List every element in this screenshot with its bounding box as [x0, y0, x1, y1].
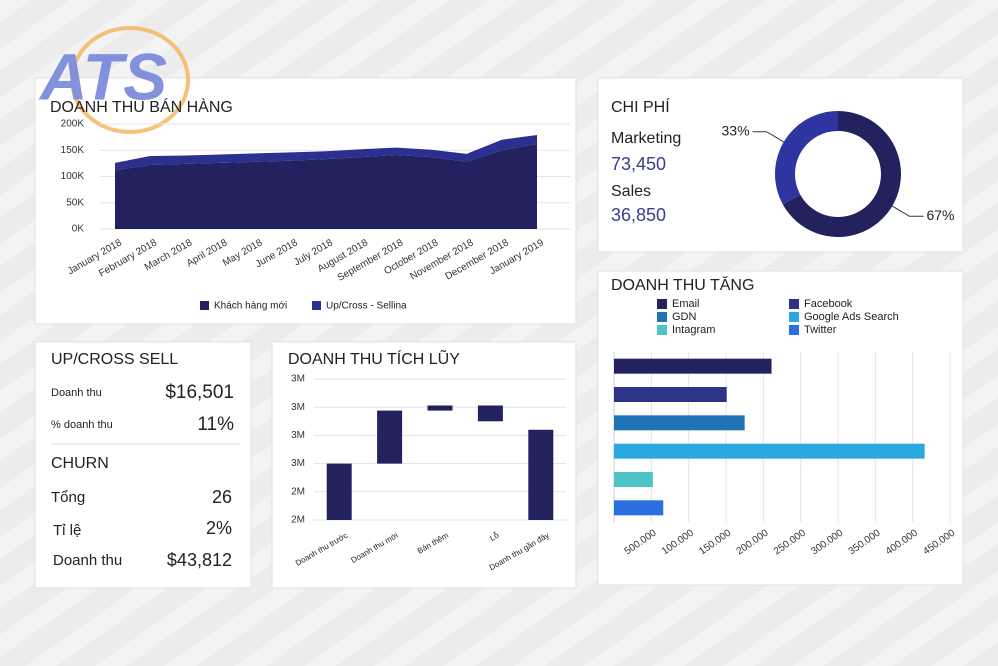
metric-value: 2% — [206, 518, 232, 538]
y-tick-label: 0K — [72, 224, 85, 235]
y-tick-label: 3M — [291, 374, 305, 385]
metric-value: 26 — [212, 487, 232, 507]
metric-label: Tổng — [51, 489, 85, 506]
waterfall-bar — [477, 405, 503, 422]
legend-label: Facebook — [804, 298, 853, 310]
cost-amount: 73,450 — [611, 154, 666, 174]
legend-swatch — [789, 325, 799, 335]
y-tick-label: 3M — [291, 430, 305, 441]
legend-swatch — [312, 301, 321, 310]
legend-swatch — [789, 312, 799, 322]
panel-title: DOANH THU TĂNG — [611, 275, 754, 294]
area — [115, 143, 537, 229]
metric-value: 11% — [197, 414, 234, 435]
leader-line — [891, 205, 924, 217]
cost-label: Sales — [611, 183, 651, 200]
logo-arc — [70, 26, 190, 134]
legend-swatch — [657, 325, 667, 335]
legend-label: Khách hàng mới — [214, 301, 287, 312]
y-tick-label: 2M — [291, 486, 305, 497]
bar — [614, 443, 925, 459]
legend-swatch — [200, 301, 209, 310]
waterfall-bar — [326, 463, 352, 520]
section-title: CHURN — [51, 455, 109, 472]
cost-label: Marketing — [611, 130, 681, 147]
section-title: UP/CROSS SELL — [51, 351, 178, 368]
bar — [614, 387, 727, 402]
panel-title: DOANH THU TÍCH LŨY — [288, 348, 460, 368]
metric-label: % doanh thu — [51, 419, 113, 431]
metric-label: Doanh thu — [51, 387, 102, 399]
cumulative-panel — [271, 341, 577, 589]
y-tick-label: 50K — [66, 197, 84, 208]
panel-title: CHI PHÍ — [611, 97, 670, 116]
metric-label: Doanh thu — [53, 552, 122, 569]
area — [115, 135, 537, 171]
y-tick-label: 200K — [61, 119, 85, 130]
pie-label: 33% — [722, 122, 750, 138]
cost-amount: 36,850 — [611, 205, 666, 225]
bar — [614, 500, 664, 516]
y-tick-label: 150K — [61, 145, 85, 156]
y-tick-label: 100K — [61, 171, 85, 182]
panel-title: DOANH THU BÁN HÀNG — [50, 97, 233, 116]
metric-value: $43,812 — [167, 550, 232, 570]
logo: ATS — [38, 26, 190, 134]
legend-label: Up/Cross - Sellina — [326, 301, 407, 312]
pie-slice — [775, 111, 838, 205]
legend-swatch — [657, 312, 667, 322]
legend-swatch — [657, 299, 667, 309]
legend-swatch — [789, 299, 799, 309]
leader-line — [752, 131, 785, 143]
waterfall-bar — [427, 405, 453, 411]
y-tick-label: 3M — [291, 402, 305, 413]
metric-label: Tỉ lệ — [53, 522, 81, 539]
legend-label: Twitter — [804, 324, 837, 336]
pie-label: 67% — [926, 207, 954, 223]
waterfall-bar — [528, 429, 554, 520]
upsell-panel — [34, 341, 252, 589]
legend-label: GDN — [672, 311, 697, 323]
pie-slice — [782, 111, 901, 237]
logo-text: ATS — [38, 39, 167, 113]
metric-value: $16,501 — [165, 382, 234, 403]
legend-label: Google Ads Search — [804, 311, 899, 323]
bar — [614, 472, 653, 487]
y-tick-label: 3M — [291, 458, 305, 469]
bar — [614, 415, 745, 431]
y-tick-label: 2M — [291, 515, 305, 526]
legend-label: Intagram — [672, 324, 715, 336]
legend-label: Email — [672, 298, 700, 310]
waterfall-bar — [377, 410, 403, 464]
bar — [614, 358, 772, 374]
